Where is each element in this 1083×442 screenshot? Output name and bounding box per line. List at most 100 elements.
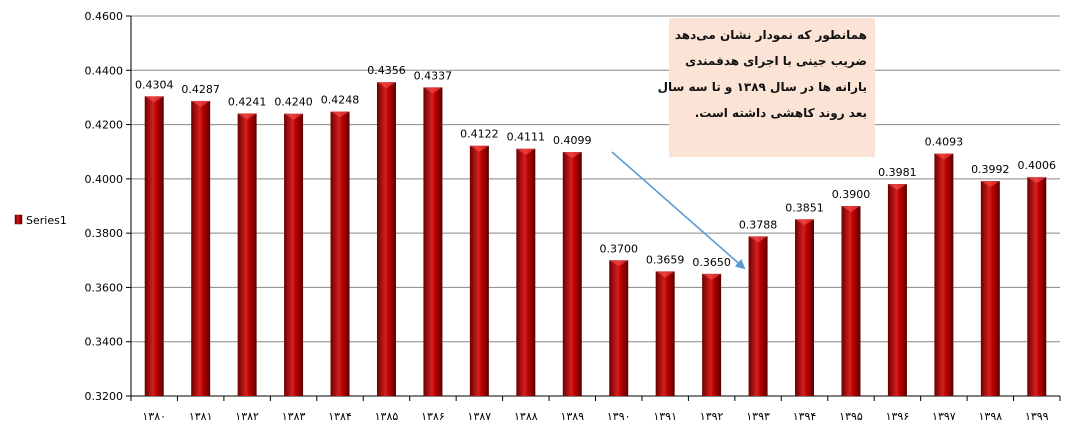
x-tick-label: ۱۳۸۴ <box>328 410 352 423</box>
bar-bevel <box>609 260 629 267</box>
bar-bevel <box>702 273 722 280</box>
bar <box>748 236 768 396</box>
y-tick-label: 0.3400 <box>85 336 124 349</box>
bar <box>562 151 582 396</box>
x-tick-label: ۱۳۹۶ <box>886 410 910 423</box>
y-tick-label: 0.4000 <box>85 173 124 186</box>
bar <box>609 260 629 396</box>
bar-bevel <box>469 145 489 152</box>
annotation-line-3: یارانه ها در سال ۱۳۸۹ و تا سه سال <box>657 80 867 94</box>
y-tick-label: 0.4200 <box>85 119 124 132</box>
data-label: 0.3900 <box>832 188 871 201</box>
data-label: 0.3659 <box>646 253 685 266</box>
bar <box>934 153 954 396</box>
data-label: 0.4006 <box>1018 159 1057 172</box>
x-tick-label: ۱۳۸۰ <box>142 410 166 423</box>
bar <box>516 148 536 396</box>
bar-bevel <box>330 111 350 118</box>
annotation-box: همانطور که نمودار نشان می‌دهد ضریب جینی … <box>657 18 875 157</box>
x-tick-label: ۱۳۸۵ <box>375 410 399 423</box>
bar <box>330 111 350 397</box>
x-tick-label: ۱۳۹۱ <box>653 410 677 423</box>
annotation-line-1: همانطور که نمودار نشان می‌دهد <box>674 28 867 42</box>
bar <box>237 113 257 396</box>
y-tick-label: 0.3200 <box>85 390 124 403</box>
x-tick-label: ۱۳۹۴ <box>793 410 817 423</box>
data-label: 0.4248 <box>321 94 360 107</box>
bar-bevel <box>562 151 582 158</box>
data-label: 0.4287 <box>181 83 220 96</box>
data-label: 0.4304 <box>135 78 174 91</box>
x-tick-label: ۱۳۹۳ <box>746 410 770 423</box>
bar-bevel <box>237 113 257 120</box>
bar <box>655 271 675 396</box>
y-tick-label: 0.3800 <box>85 227 124 240</box>
bar <box>376 82 396 396</box>
data-label: 0.3992 <box>971 163 1010 176</box>
bar-bevel <box>1027 177 1047 184</box>
bar-bevel <box>887 184 907 191</box>
bar <box>423 87 443 396</box>
data-label: 0.3700 <box>599 242 638 255</box>
data-labels: 0.4304 0.4287 0.4241 0.4240 0.4248 0.4356 0.43… <box>135 64 1056 269</box>
data-label: 0.4240 <box>274 96 313 109</box>
bar <box>887 184 907 396</box>
bar-bevel <box>655 271 675 278</box>
bar-bevel <box>980 181 1000 188</box>
bar <box>1027 177 1047 396</box>
x-tick-label: ۱۳۸۳ <box>282 410 306 423</box>
annotation-line-4: بعد روند کاهشی داشته است. <box>694 106 867 120</box>
bar-bevel <box>748 236 768 243</box>
x-tick-label: ۱۳۹۷ <box>932 410 956 423</box>
data-label: 0.3650 <box>692 256 731 269</box>
data-label: 0.4111 <box>507 131 546 144</box>
data-label: 0.3788 <box>739 218 778 231</box>
trend-arrow <box>611 151 746 270</box>
bar-bevel <box>841 206 861 212</box>
x-tick-label: ۱۳۹۸ <box>979 410 1003 423</box>
x-tick-label: ۱۳۸۶ <box>421 410 445 423</box>
data-label: 0.4122 <box>460 128 499 141</box>
x-tick-label: ۱۳۸۹ <box>560 410 584 423</box>
data-label: 0.4241 <box>228 95 267 108</box>
bar-bevel <box>376 82 396 89</box>
bars <box>144 82 1047 397</box>
data-label: 0.4093 <box>925 136 964 149</box>
legend-label: Series1 <box>26 214 67 227</box>
data-label: 0.3981 <box>878 166 917 179</box>
x-tick-label: ۱۳۸۸ <box>514 410 538 423</box>
bar-bevel <box>144 96 164 103</box>
bar <box>469 145 489 396</box>
bar <box>284 113 304 396</box>
bar-bevel <box>795 219 815 226</box>
x-tick-label: ۱۳۸۲ <box>235 410 259 423</box>
x-tick-label: ۱۳۸۱ <box>189 410 213 423</box>
bar <box>702 273 722 396</box>
gridlines <box>131 15 1060 397</box>
bar-bevel <box>284 113 304 120</box>
bar-bevel <box>516 148 536 155</box>
bar-bevel <box>191 100 211 107</box>
bar <box>191 100 211 396</box>
y-tick-label: 0.4400 <box>85 64 124 77</box>
y-tick-label: 0.4600 <box>85 10 124 23</box>
data-label: 0.4356 <box>367 64 406 77</box>
x-tick-label: ۱۳۹۹ <box>1025 410 1049 423</box>
legend-swatch <box>14 214 23 225</box>
x-tick-label: ۱۳۹۰ <box>607 410 631 423</box>
bar-bevel <box>423 87 443 94</box>
bar <box>841 206 861 396</box>
x-tick-label: ۱۳۸۷ <box>468 410 492 423</box>
annotation-line-2: ضریب جینی با اجرای هدفمندی <box>685 54 867 68</box>
x-tick-label: ۱۳۹۵ <box>839 410 863 423</box>
legend: Series1 <box>14 214 67 227</box>
bar <box>795 219 815 396</box>
y-tick-label: 0.3600 <box>85 281 124 294</box>
bar-bevel <box>934 153 954 160</box>
bar <box>980 181 1000 396</box>
x-tick-label: ۱۳۹۲ <box>700 410 724 423</box>
bar <box>144 96 164 396</box>
data-label: 0.4099 <box>553 134 592 147</box>
